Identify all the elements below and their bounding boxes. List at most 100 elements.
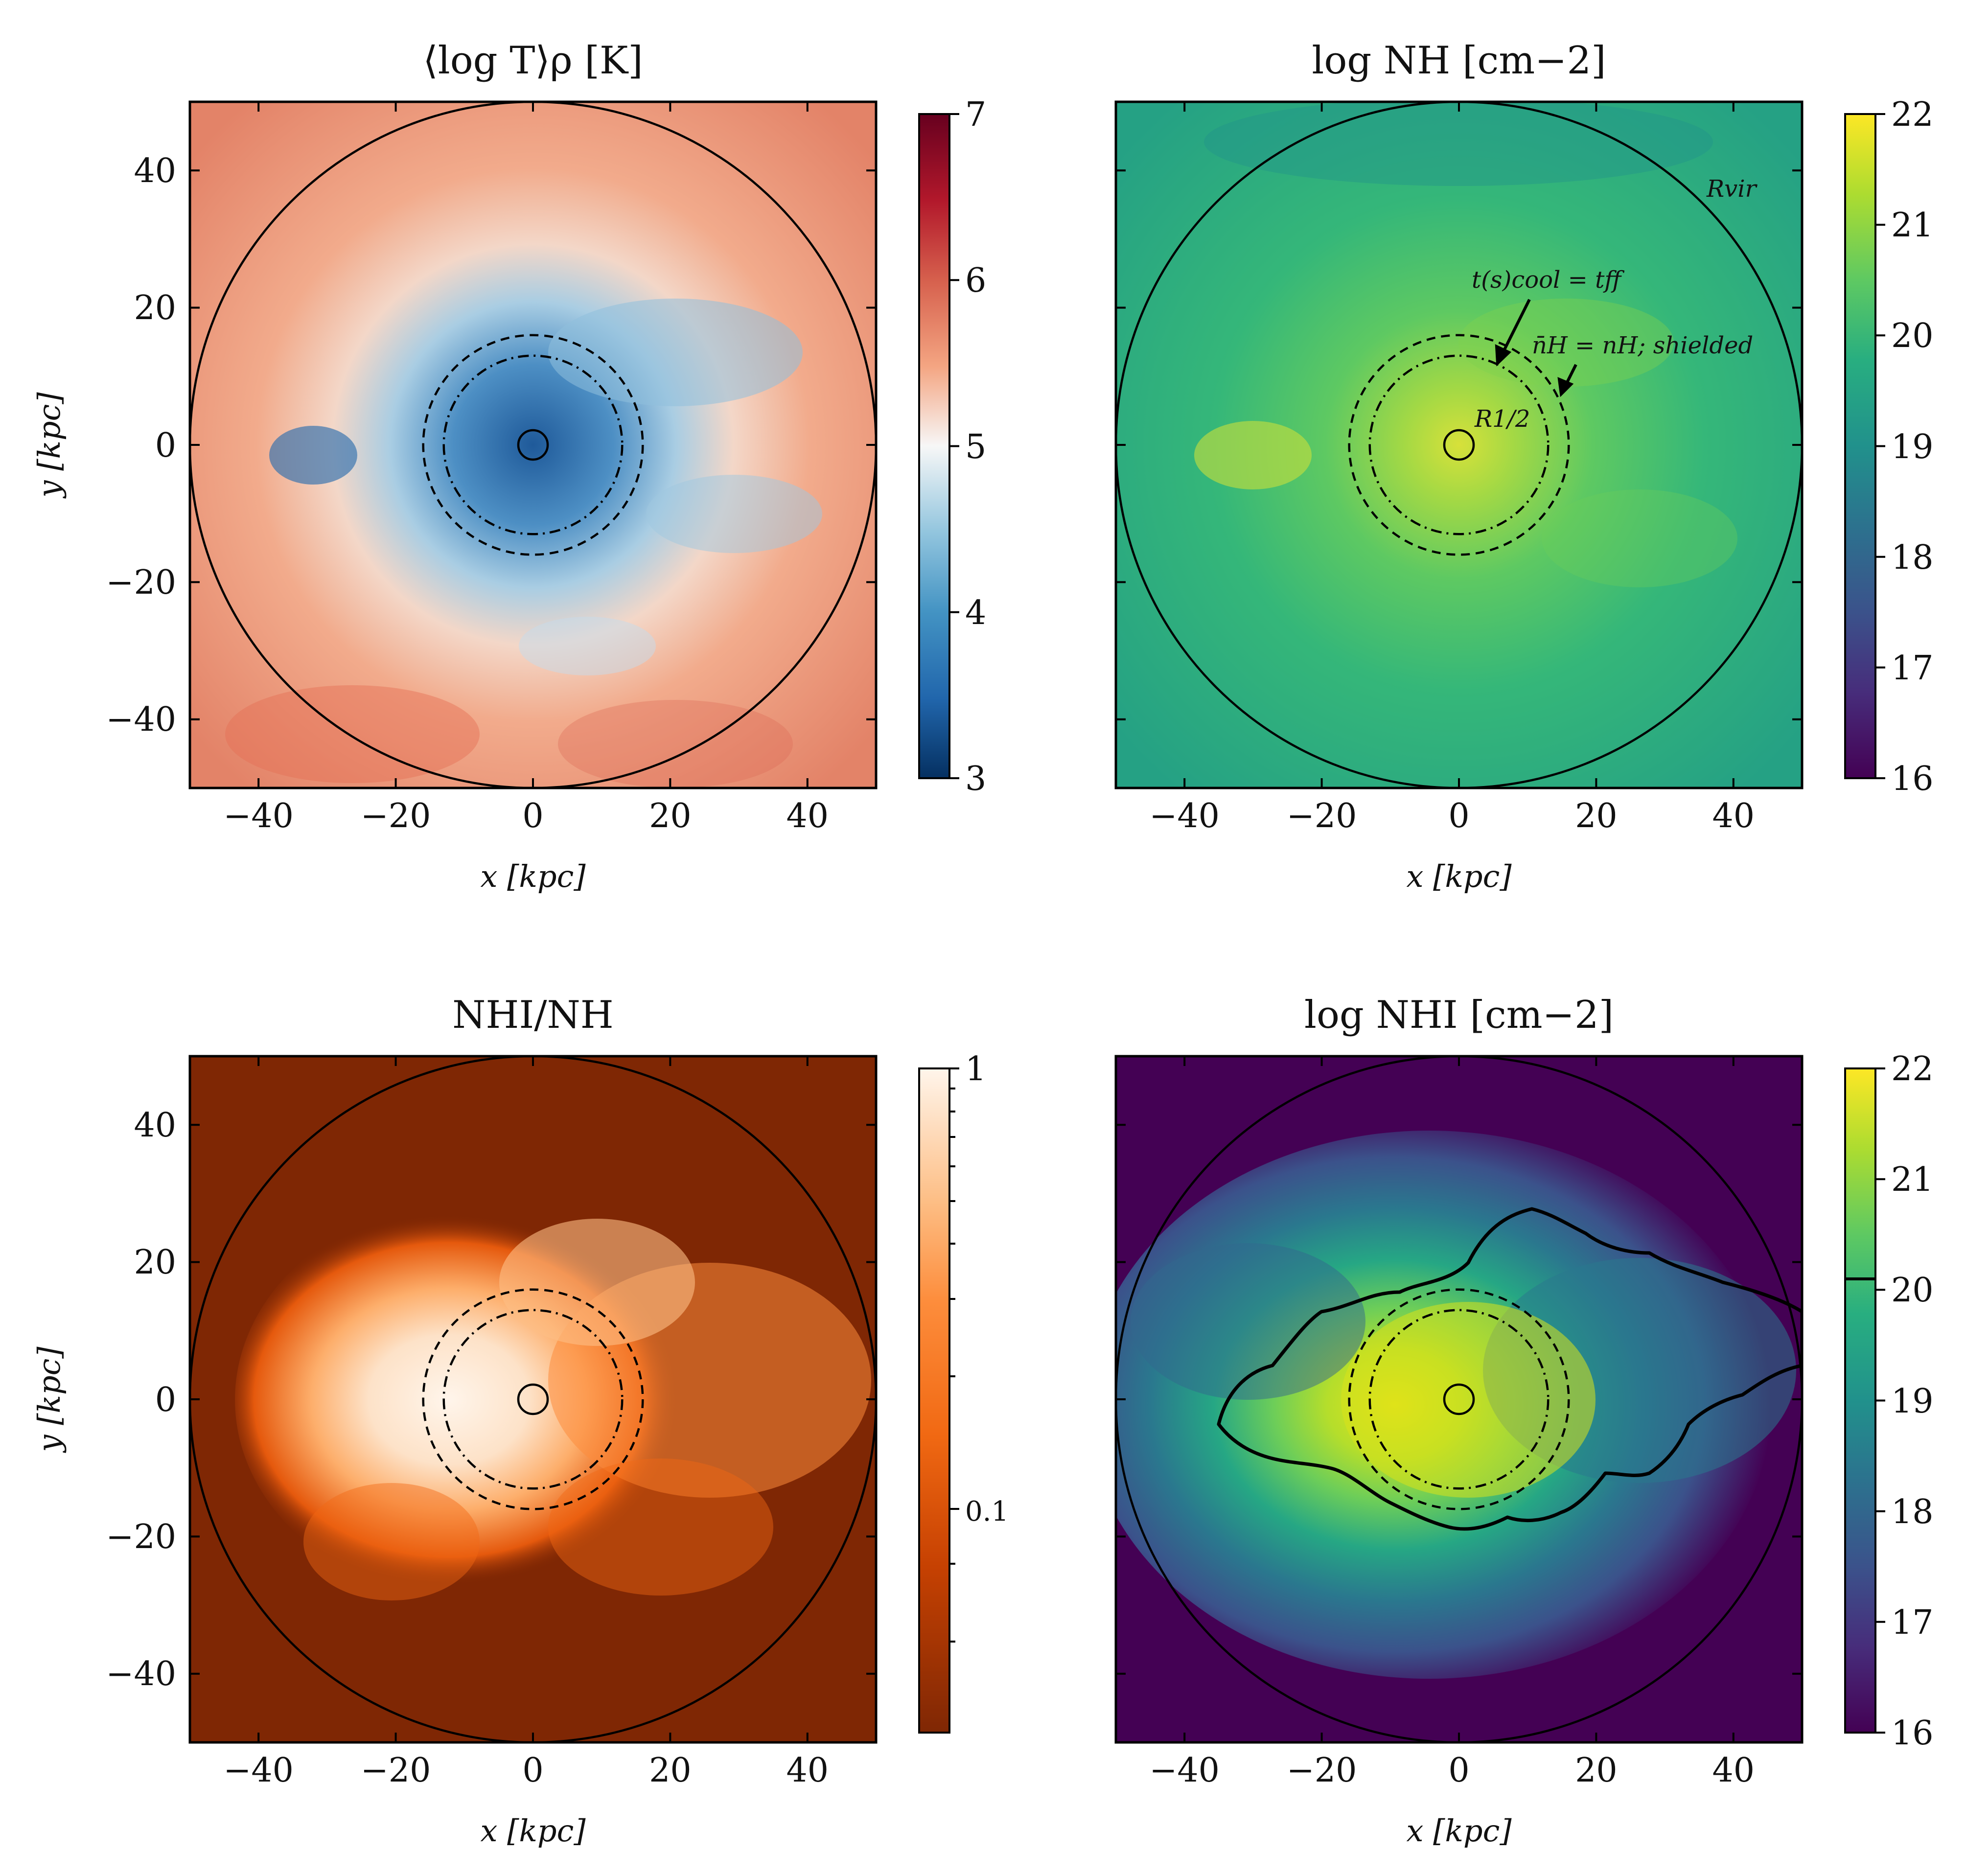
panel-nhi-fraction: NHI/NH −40 −20 0 20 40 −40 −20 0 20 40 x… (31, 993, 1009, 1849)
y-axis-title: y [kpc] (31, 392, 67, 499)
circle-tcool-tff (442, 1309, 624, 1490)
y-tick-label: 0 (155, 1381, 176, 1419)
y-tick-label: 20 (134, 1243, 176, 1282)
y-ticks: −40 −20 0 20 40 (106, 152, 876, 739)
label-rhalf: R1/2 (1474, 405, 1530, 433)
annotations-nh: Rvir t(s)cool = tff n̄H = nH; shielded R… (1472, 175, 1758, 433)
x-tick-label: 40 (1712, 1751, 1755, 1790)
colorbar-tick-label: 1 (965, 1050, 986, 1089)
circle-tcool-tff (1368, 354, 1550, 535)
colorbar-tick-label: 18 (1891, 1493, 1934, 1531)
y-tick-label: 0 (155, 426, 176, 465)
x-tick-label: 0 (522, 1751, 543, 1790)
contour-nhi (1217, 1207, 1802, 1531)
x-tick-label: 20 (1575, 797, 1618, 835)
x-axis-title: x [kpc] (1406, 858, 1512, 894)
colorbar-minor-ticks (949, 1088, 955, 1643)
panel-title: log NH [cm−2] (1312, 39, 1606, 83)
circle-rhalf (517, 429, 549, 461)
colorbar-nh: 16 17 18 19 20 21 22 (1844, 95, 1934, 798)
y-tick-label: −40 (106, 1655, 176, 1693)
y-ticks: −40 −20 0 20 40 (106, 1106, 876, 1693)
x-ticks: −40 −20 0 20 40 (223, 1056, 829, 1790)
x-ticks: −40 −20 0 20 40 (1149, 102, 1755, 835)
panel-title: NHI/NH (452, 993, 614, 1037)
colorbar-tick-label: 5 (965, 428, 986, 466)
circle-nh-shielded (1348, 1288, 1570, 1510)
panel-title: log NHI [cm−2] (1304, 993, 1614, 1037)
x-tick-label: −20 (361, 1751, 431, 1790)
colorbar-tick-label: 17 (1891, 1603, 1934, 1642)
panel-title: ⟨log T⟩ρ [K] (423, 39, 643, 83)
y-ticks (1116, 169, 1802, 720)
colorbar-tick-label: 16 (1891, 760, 1934, 798)
y-tick-label: −20 (106, 1518, 176, 1556)
y-tick-label: 20 (134, 289, 176, 327)
x-tick-label: 40 (1712, 797, 1755, 835)
x-tick-label: −40 (223, 797, 294, 835)
circle-tcool-tff (1368, 1309, 1550, 1490)
colorbar-tick-label: 4 (965, 594, 986, 632)
colorbar-tick-label: 0.1 (965, 1496, 1009, 1528)
circle-nh-shielded (422, 1288, 644, 1510)
x-tick-label: −20 (1287, 797, 1357, 835)
circle-rhalf (517, 1383, 549, 1415)
y-ticks (1116, 1124, 1802, 1675)
colorbar-tick-label: 19 (1891, 428, 1934, 466)
colorbar-tick-label: 3 (965, 760, 986, 798)
label-rvir: Rvir (1706, 175, 1758, 203)
colorbar-tick-label: 20 (1891, 317, 1934, 355)
colorbar-tick-label: 18 (1891, 538, 1934, 577)
colorbar-nhi-fraction: 1 0.1 (918, 1050, 1009, 1734)
x-tick-label: 20 (649, 1751, 692, 1790)
arrow-nh-shielded (1565, 364, 1577, 385)
circle-nh-shielded (422, 334, 644, 556)
panel-nhi: log NHI [cm−2] −40 −20 0 20 40 x [kpc] 1… (1114, 993, 1934, 1849)
x-tick-label: 20 (1575, 1751, 1618, 1790)
circle-tcool-tff (442, 354, 624, 535)
arrow-tcool (1501, 299, 1531, 354)
x-axis-title: x [kpc] (480, 858, 586, 894)
colorbar-tick-label: 22 (1891, 95, 1934, 134)
colorbar-tick-label: 19 (1891, 1382, 1934, 1421)
colorbar-tick-label: 21 (1891, 1160, 1934, 1199)
label-nh-shielded: n̄H = nH; shielded (1532, 332, 1753, 359)
arrowhead-tcool (1495, 344, 1512, 367)
panel-temperature: ⟨log T⟩ρ [K] −40 −20 0 20 40 −40 −20 0 2… (31, 39, 986, 894)
x-ticks: −40 −20 0 20 40 (223, 102, 829, 835)
x-tick-label: −40 (1149, 1751, 1220, 1790)
circle-nh-shielded (1348, 334, 1570, 556)
x-tick-label: −40 (1149, 797, 1220, 835)
x-axis-title: x [kpc] (1406, 1813, 1512, 1849)
colorbar-tick-label: 6 (965, 261, 986, 300)
x-ticks: −40 −20 0 20 40 (1149, 1056, 1755, 1790)
colorbar-tick-label: 16 (1891, 1714, 1934, 1753)
circle-rhalf (1443, 429, 1475, 461)
x-tick-label: 0 (522, 797, 543, 835)
panel-nh: Rvir t(s)cool = tff n̄H = nH; shielded R… (1114, 39, 1934, 894)
arrowhead-nh-shielded (1557, 377, 1574, 397)
y-tick-label: 40 (134, 1106, 176, 1145)
y-tick-label: −20 (106, 563, 176, 602)
x-tick-label: −20 (361, 797, 431, 835)
label-tcool: t(s)cool = tff (1472, 266, 1624, 294)
x-axis-title: x [kpc] (480, 1813, 586, 1849)
x-tick-label: 0 (1448, 1751, 1469, 1790)
colorbar-tick-label: 21 (1891, 206, 1934, 245)
colorbar-tick-label: 22 (1891, 1050, 1934, 1089)
y-tick-label: 40 (134, 152, 176, 190)
colorbar-tick-label: 7 (965, 95, 986, 134)
colorbar-tick-label: 20 (1891, 1271, 1934, 1310)
colorbar-temperature: 3 4 5 6 7 (918, 95, 986, 798)
y-tick-label: −40 (106, 700, 176, 739)
colorbar-tick-label: 17 (1891, 649, 1934, 688)
x-tick-label: 20 (649, 797, 692, 835)
y-axis-title: y [kpc] (31, 1346, 67, 1454)
x-tick-label: 40 (786, 797, 829, 835)
x-tick-label: −20 (1287, 1751, 1357, 1790)
colorbar-nhi: 16 17 18 19 20 21 22 (1844, 1050, 1934, 1753)
x-tick-label: 40 (786, 1751, 829, 1790)
x-tick-label: −40 (223, 1751, 294, 1790)
x-tick-label: 0 (1448, 797, 1469, 835)
